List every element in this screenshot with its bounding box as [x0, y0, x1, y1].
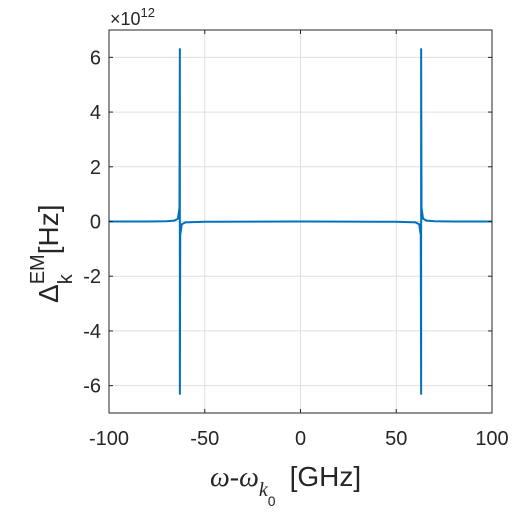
series-layer	[109, 48, 492, 395]
x-axis-label-subsub: 0	[268, 493, 276, 509]
y-tick-label: 0	[90, 212, 101, 234]
x-tick-label: -100	[89, 428, 129, 450]
y-tick-label: 6	[90, 47, 101, 69]
x-tick-label: 50	[385, 428, 407, 450]
y-axis-label-main: Δ	[33, 284, 64, 303]
y-tick-label: 2	[90, 157, 101, 179]
x-tick-labels: -100 -50 0 50 100	[89, 428, 509, 450]
x-axis-label-main: ω-ω	[210, 462, 259, 493]
x-tick-label: 100	[475, 428, 508, 450]
y-axis-label-sub: k	[55, 273, 77, 284]
y-tick-label: -4	[83, 321, 101, 343]
series-line-0	[109, 48, 492, 395]
y-tick-label: -2	[83, 266, 101, 288]
y-axis-label-sup: EM	[27, 254, 49, 284]
y-axis-label-unit: [Hz]	[33, 205, 64, 255]
y-tick-labels: -6 -4 -2 0 2 4 6	[83, 47, 101, 397]
x-axis-label-sub: k	[259, 479, 269, 501]
y-exponent-power: 12	[141, 5, 155, 20]
x-tick-label: -50	[190, 428, 219, 450]
x-axis-label-unit: [GHz]	[290, 461, 362, 492]
y-exponent-label: ×1012	[110, 5, 155, 29]
y-axis-label: ΔEM k [Hz]	[27, 205, 77, 303]
x-axis-label: ω-ωk0 [GHz]	[210, 461, 361, 509]
y-exponent-base: ×10	[110, 9, 141, 29]
y-tick-label: 4	[90, 102, 101, 124]
x-tick-label: 0	[295, 428, 306, 450]
ticks	[108, 30, 493, 413]
y-tick-label: -6	[83, 376, 101, 398]
